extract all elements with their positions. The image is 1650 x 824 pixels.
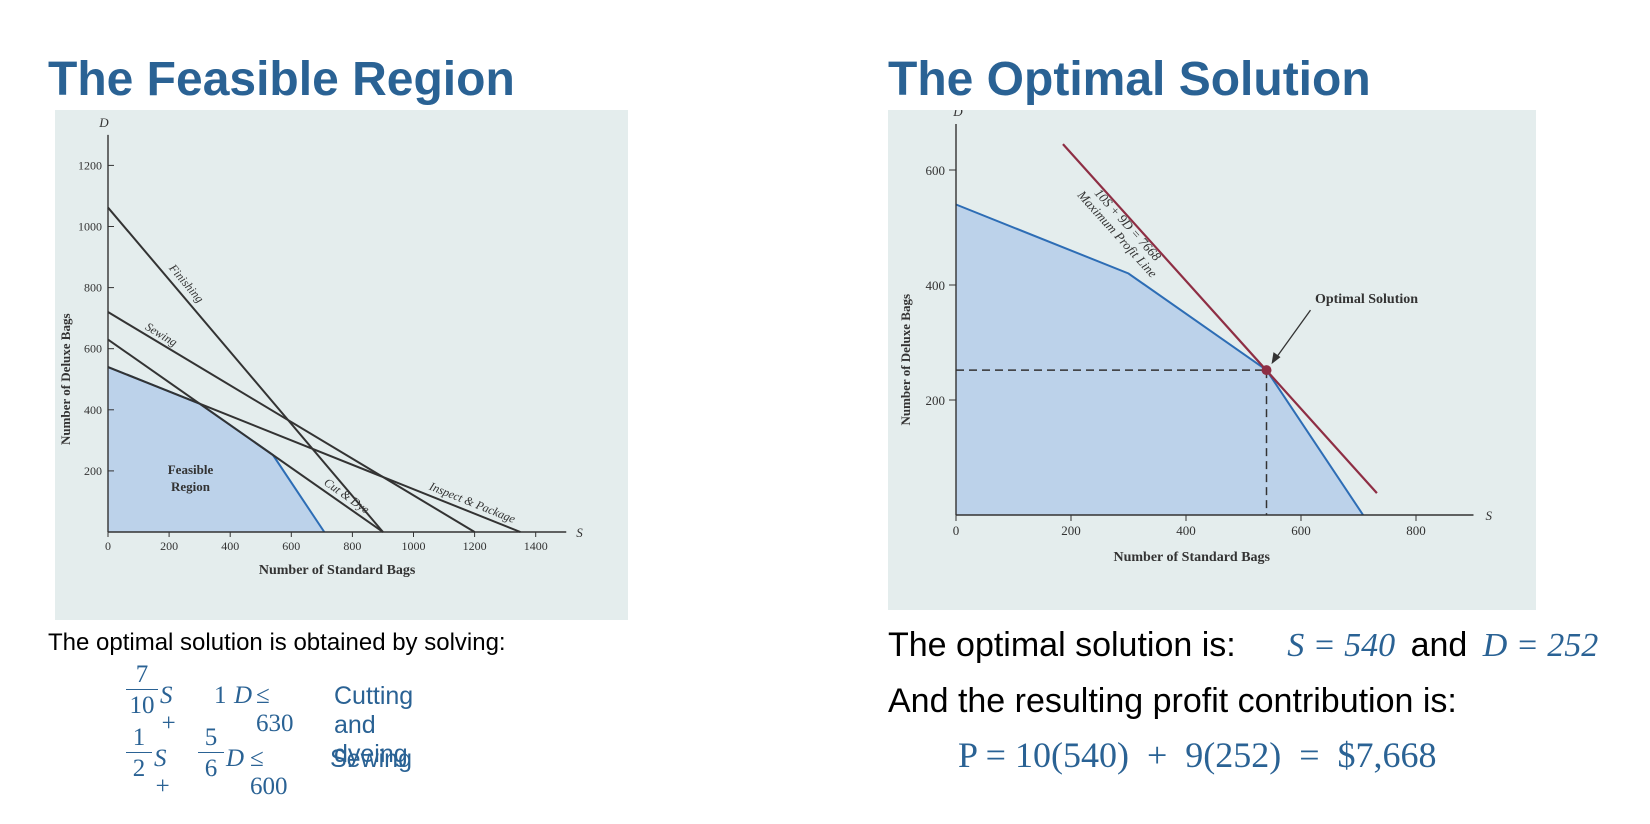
fraction-numerator: 7 [126,662,158,690]
y-axis-label: Number of Deluxe Bags [58,313,73,445]
constraint-line [107,206,384,533]
x-axis-label: Number of Standard Bags [259,563,416,578]
fraction-numerator: 5 [198,725,224,753]
y-axis-label: Number of Deluxe Bags [898,294,913,426]
y-tick-label: 1200 [78,158,102,172]
optimal-solution-line: The optimal solution is: S = 540 and D =… [888,626,1598,665]
constraint-line [107,311,476,533]
optimal-arrowhead [1271,352,1281,365]
feasible-region-boundary [955,203,1364,516]
y-axis-variable: D [98,115,109,130]
x-axis-variable: S [576,525,583,540]
feasible-region-fill [108,367,325,532]
constraint-line-label: Cut & Dye [321,475,372,517]
optimal-point [1261,365,1272,376]
feasible-region-label: Feasible [168,462,214,477]
fraction: 7 10 [126,662,158,718]
constraint-line [107,338,384,533]
constraint-line [107,366,521,533]
x-tick-label: 400 [221,539,239,553]
optimal-d-value: D = 252 [1482,627,1599,664]
d-term: D [226,745,245,772]
x-axis-variable: S [1486,508,1493,523]
constraint-line-label: Inspect & Package [427,479,519,527]
left-slide-title: The Feasible Region [48,53,515,106]
s-term: S + [160,682,177,737]
x-tick-label: 200 [1061,523,1081,538]
x-tick-label: 400 [1176,523,1196,538]
fraction: 1 2 [126,725,152,781]
profit-equation: P = 10(540) + 9(252) = $7,668 [958,735,1437,775]
rhs: ≤ 600 [250,745,288,800]
y-tick-label: 800 [84,281,102,295]
constraint-label: Cutting and dyeing [334,682,414,768]
profit-line [1062,143,1378,494]
x-tick-label: 1200 [463,539,487,553]
y-tick-label: 200 [84,464,102,478]
y-tick-label: 400 [926,278,946,293]
fraction-numerator: 1 [126,725,152,753]
optimal-solution-prefix: The optimal solution is: [888,626,1236,664]
solve-intro-text: The optimal solution is obtained by solv… [48,629,506,656]
y-tick-label: 400 [84,403,102,417]
fraction-denominator: 10 [129,692,155,719]
rhs: ≤ 630 [256,682,294,737]
y-tick-label: 600 [926,163,946,178]
y-tick-label: 1000 [78,220,102,234]
constraint-label: Sewing [330,745,412,773]
x-tick-label: 0 [105,539,111,553]
y-tick-label: 600 [84,342,102,356]
fraction: 5 6 [198,725,224,781]
optimal-solution-chart: S D 0 200 400 600 800 200 400 600 Number of Standa… [888,110,1536,610]
feasible-region-label: Region [171,479,211,494]
x-tick-label: 0 [953,523,960,538]
fraction-denominator: 2 [132,755,146,782]
x-tick-label: 800 [343,539,361,553]
profit-intro-text: And the resulting profit contribution is… [888,682,1457,720]
x-tick-label: 1400 [524,539,548,553]
d-term: D [234,682,253,709]
x-tick-label: 600 [1291,523,1311,538]
and-text: and [1410,626,1468,664]
d-coefficient: 1 [214,682,227,709]
optimal-s-value: S = 540 [1287,627,1396,664]
x-tick-label: 1000 [402,539,426,553]
feasible-region-fill [956,204,1364,515]
y-axis-variable: D [952,110,963,119]
feasible-region-chart: S D 0 200 400 600 800 1000 1200 1400 200 400 600 800 1… [55,110,628,620]
fraction-denominator: 6 [204,755,218,782]
right-slide-title: The Optimal Solution [888,53,1371,106]
optimal-point-label: Optimal Solution [1315,292,1418,307]
x-axis-label: Number of Standard Bags [1114,550,1271,565]
s-term: S + [154,745,171,800]
y-tick-label: 200 [926,393,946,408]
optimal-arrow [1273,309,1312,361]
x-tick-label: 200 [160,539,178,553]
x-tick-label: 800 [1406,523,1426,538]
x-tick-label: 600 [282,539,300,553]
